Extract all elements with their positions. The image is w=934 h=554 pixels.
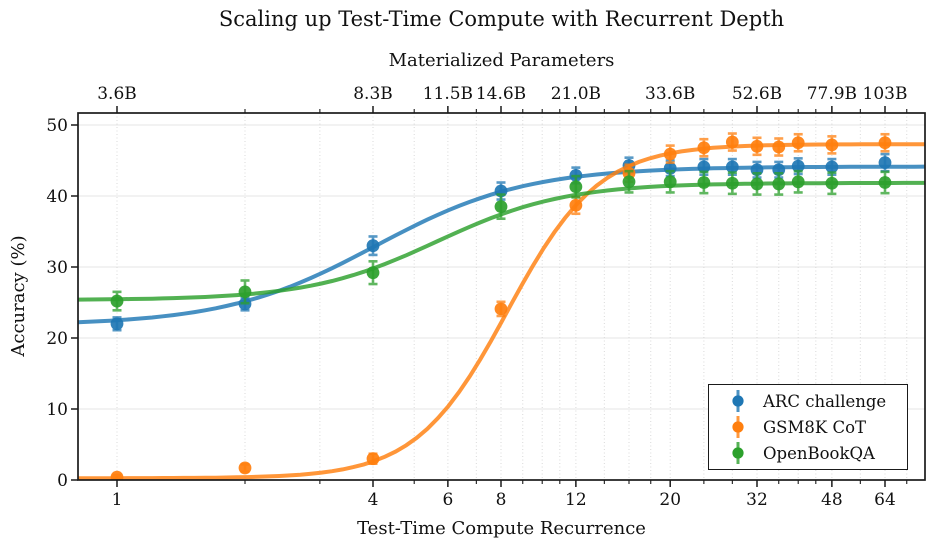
data-point (878, 176, 892, 189)
data-point (110, 294, 124, 308)
x-axis-label: Test-Time Compute Recurrence (357, 518, 646, 539)
data-point (494, 302, 508, 316)
top-tick-label: 103B (863, 84, 908, 104)
data-point (569, 180, 583, 194)
data-point (750, 177, 764, 191)
data-point (366, 452, 380, 466)
top-tick-label: 8.3B (353, 84, 393, 104)
data-point (110, 317, 124, 331)
data-point (825, 176, 839, 190)
legend-marker-icon (732, 442, 744, 464)
top-tick-label: 14.6B (476, 84, 526, 104)
x-tick-label: 32 (746, 490, 768, 510)
y-tick-label: 20 (46, 329, 68, 349)
data-point (366, 266, 380, 280)
y-tick-label: 0 (57, 471, 68, 491)
legend-entry: ARC challenge (715, 388, 901, 414)
top-tick-label: 77.9B (807, 84, 857, 104)
data-point (494, 200, 508, 214)
data-point (697, 160, 711, 174)
top-tick-label: 11.5B (423, 84, 473, 104)
y-tick-label: 10 (46, 400, 68, 420)
data-point (750, 139, 764, 153)
x-tick-label: 4 (368, 490, 379, 510)
data-point (697, 141, 711, 155)
legend-entry: OpenBookQA (715, 440, 901, 466)
x-tick-label: 12 (565, 490, 587, 510)
legend: ARC challenge GSM8K CoT OpenBookQA (708, 384, 908, 470)
data-point (825, 160, 839, 174)
data-point (725, 135, 739, 149)
legend-marker-icon (732, 390, 744, 412)
top-tick-label: 33.6B (645, 84, 695, 104)
data-point (772, 140, 786, 154)
y-tick-label: 40 (46, 187, 68, 207)
x-tick-label: 48 (821, 490, 843, 510)
data-point (825, 138, 839, 152)
data-point (878, 156, 892, 170)
legend-entry: GSM8K CoT (715, 414, 901, 440)
legend-label: OpenBookQA (763, 443, 875, 463)
data-point (110, 470, 124, 480)
data-point (238, 285, 252, 299)
data-point (791, 175, 805, 189)
x-tick-label: 20 (659, 490, 681, 510)
x-tick-label: 64 (874, 490, 896, 510)
top-tick-label: 3.6B (97, 84, 137, 104)
data-point (569, 198, 583, 212)
x-tick-label: 1 (112, 490, 123, 510)
data-point (663, 175, 677, 189)
y-tick-label: 50 (46, 116, 68, 136)
data-point (366, 239, 380, 253)
top-axis-label: Materialized Parameters (388, 50, 615, 71)
data-point (791, 159, 805, 173)
data-point (238, 461, 252, 475)
chart-title: Scaling up Test-Time Compute with Recurr… (218, 7, 785, 31)
top-tick-label: 21.0B (551, 84, 601, 104)
data-point (772, 177, 786, 191)
data-point (622, 175, 636, 189)
y-tick-label: 30 (46, 258, 68, 278)
legend-label: ARC challenge (763, 391, 887, 411)
y-axis-label: Accuracy (%) (8, 235, 29, 357)
top-tick-label: 52.6B (732, 84, 782, 104)
x-tick-label: 6 (442, 490, 453, 510)
legend-marker-icon (732, 416, 744, 438)
data-point (697, 176, 711, 189)
x-tick-label: 8 (496, 490, 507, 510)
data-point (663, 147, 677, 161)
data-point (725, 160, 739, 174)
data-point (791, 136, 805, 150)
legend-label: GSM8K CoT (763, 417, 867, 437)
data-point (725, 176, 739, 190)
data-point (878, 136, 892, 150)
